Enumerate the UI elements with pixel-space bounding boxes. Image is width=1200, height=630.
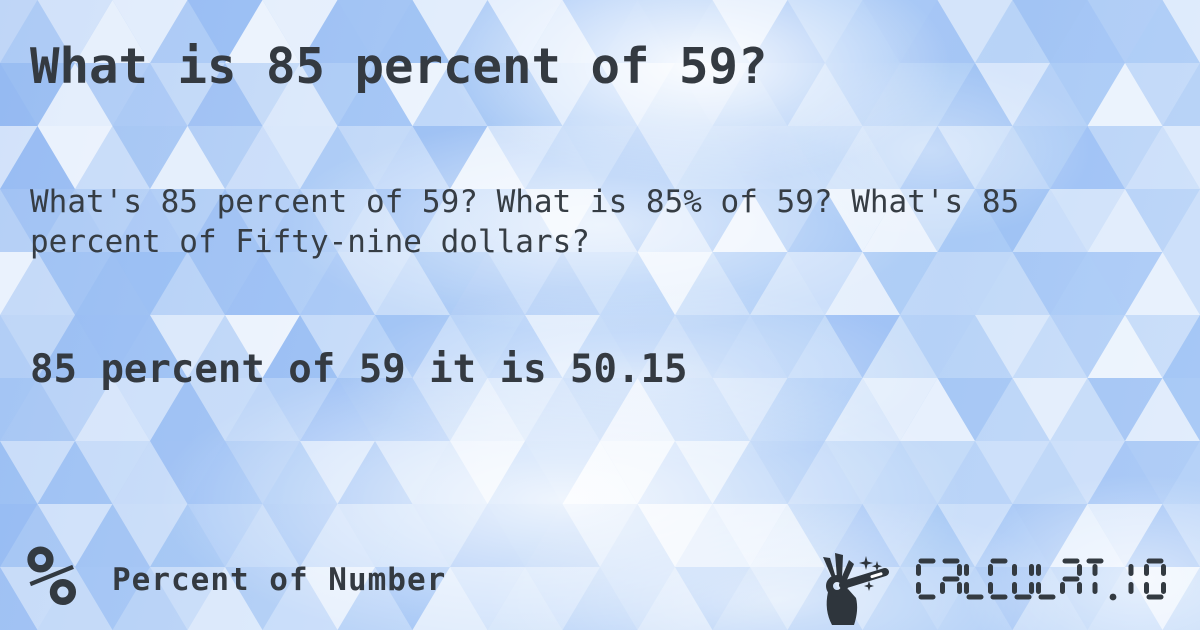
question-description: What's 85 percent of 59? What is 85% of … <box>30 184 1038 260</box>
brand-left-label: Percent of Number <box>112 562 447 598</box>
percent-icon: % <box>26 527 77 625</box>
magic-wand-hand-icon <box>823 553 889 625</box>
calculat-io-logo <box>916 558 1166 601</box>
answer-text: 85 percent of 59 it is 50.15 <box>30 347 688 392</box>
page-title: What is 85 percent of 59? <box>30 38 768 95</box>
